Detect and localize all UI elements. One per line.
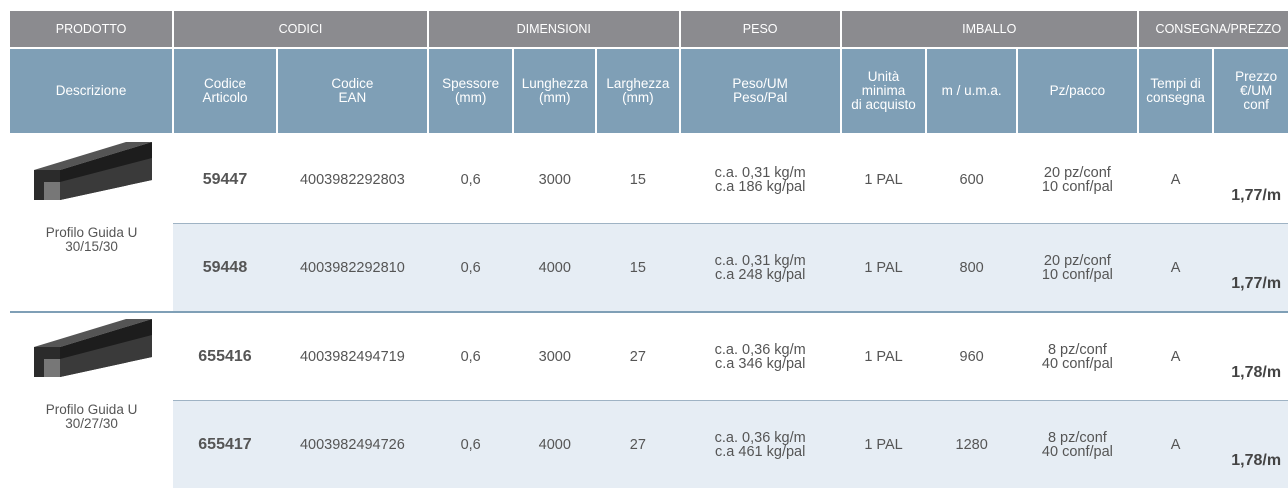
- table-cell: 1 PAL: [841, 401, 927, 488]
- table-cell: 15: [596, 135, 680, 224]
- table-cell: 4000: [513, 224, 596, 313]
- product-image: [30, 140, 154, 202]
- table-cell: 1 PAL: [841, 312, 927, 401]
- table-cell: 27: [596, 312, 680, 401]
- table-cell: 4003982292803: [277, 135, 428, 224]
- table-cell: 59447: [173, 135, 277, 224]
- table-cell: 1,77/m: [1213, 224, 1288, 313]
- table-cell: 4000: [513, 401, 596, 488]
- table-cell: 59448: [173, 224, 277, 313]
- product-description: Profilo Guida U 30/27/30: [10, 403, 173, 431]
- column-header: Lunghezza (mm): [513, 48, 596, 135]
- table-cell: 1,78/m: [1213, 401, 1288, 488]
- table-cell: 4003982292810: [277, 224, 428, 313]
- table-cell: 4003982494726: [277, 401, 428, 488]
- table-cell: 0,6: [428, 135, 514, 224]
- table-cell: c.a. 0,36 kg/m c.a 461 kg/pal: [680, 401, 841, 488]
- table-cell: c.a. 0,31 kg/m c.a 186 kg/pal: [680, 135, 841, 224]
- table-cell: 0,6: [428, 401, 514, 488]
- group-header: PESO: [680, 11, 841, 48]
- group-header: CODICI: [173, 11, 428, 48]
- table-cell: 655417: [173, 401, 277, 488]
- column-header: Descrizione: [10, 48, 173, 135]
- table-cell: A: [1138, 312, 1214, 401]
- table-cell: 4003982494719: [277, 312, 428, 401]
- table-cell: 3000: [513, 312, 596, 401]
- table-cell: c.a. 0,31 kg/m c.a 248 kg/pal: [680, 224, 841, 313]
- table-cell: 600: [926, 135, 1017, 224]
- group-header: PRODOTTO: [10, 11, 173, 48]
- table-cell: 1,78/m: [1213, 312, 1288, 401]
- table-cell: A: [1138, 224, 1214, 313]
- table-cell: 655416: [173, 312, 277, 401]
- column-header: Tempi di consegna: [1138, 48, 1214, 135]
- group-header: IMBALLO: [841, 11, 1138, 48]
- column-header: Peso/UM Peso/Pal: [680, 48, 841, 135]
- product-cell: Profilo Guida U 30/27/30: [10, 312, 173, 488]
- column-header: Codice EAN: [277, 48, 428, 135]
- table-cell: c.a. 0,36 kg/m c.a 346 kg/pal: [680, 312, 841, 401]
- table-cell: 0,6: [428, 312, 514, 401]
- table-cell: 8 pz/conf 40 conf/pal: [1017, 312, 1138, 401]
- column-header: Pz/pacco: [1017, 48, 1138, 135]
- column-header: Unità minima di acquisto: [841, 48, 927, 135]
- table-cell: 1280: [926, 401, 1017, 488]
- table-cell: 960: [926, 312, 1017, 401]
- table-cell: 20 pz/conf 10 conf/pal: [1017, 224, 1138, 313]
- table-cell: 3000: [513, 135, 596, 224]
- group-header: CONSEGNA/PREZZO: [1138, 11, 1288, 48]
- table-cell: 8 pz/conf 40 conf/pal: [1017, 401, 1138, 488]
- column-header: Larghezza (mm): [596, 48, 680, 135]
- column-header: Prezzo €/UM conf: [1213, 48, 1288, 135]
- table-cell: 1 PAL: [841, 135, 927, 224]
- table-cell: A: [1138, 401, 1214, 488]
- column-header: Codice Articolo: [173, 48, 277, 135]
- column-header: Spessore (mm): [428, 48, 514, 135]
- product-image: [30, 317, 154, 379]
- table-cell: 800: [926, 224, 1017, 313]
- table-cell: 1 PAL: [841, 224, 927, 313]
- table-cell: 1,77/m: [1213, 135, 1288, 224]
- group-header: DIMENSIONI: [428, 11, 680, 48]
- table-cell: 0,6: [428, 224, 514, 313]
- table-cell: 15: [596, 224, 680, 313]
- table-cell: 20 pz/conf 10 conf/pal: [1017, 135, 1138, 224]
- column-header: m / u.m.a.: [926, 48, 1017, 135]
- table-cell: A: [1138, 135, 1214, 224]
- product-description: Profilo Guida U 30/15/30: [10, 226, 173, 254]
- table-cell: 27: [596, 401, 680, 488]
- product-cell: Profilo Guida U 30/15/30: [10, 135, 173, 313]
